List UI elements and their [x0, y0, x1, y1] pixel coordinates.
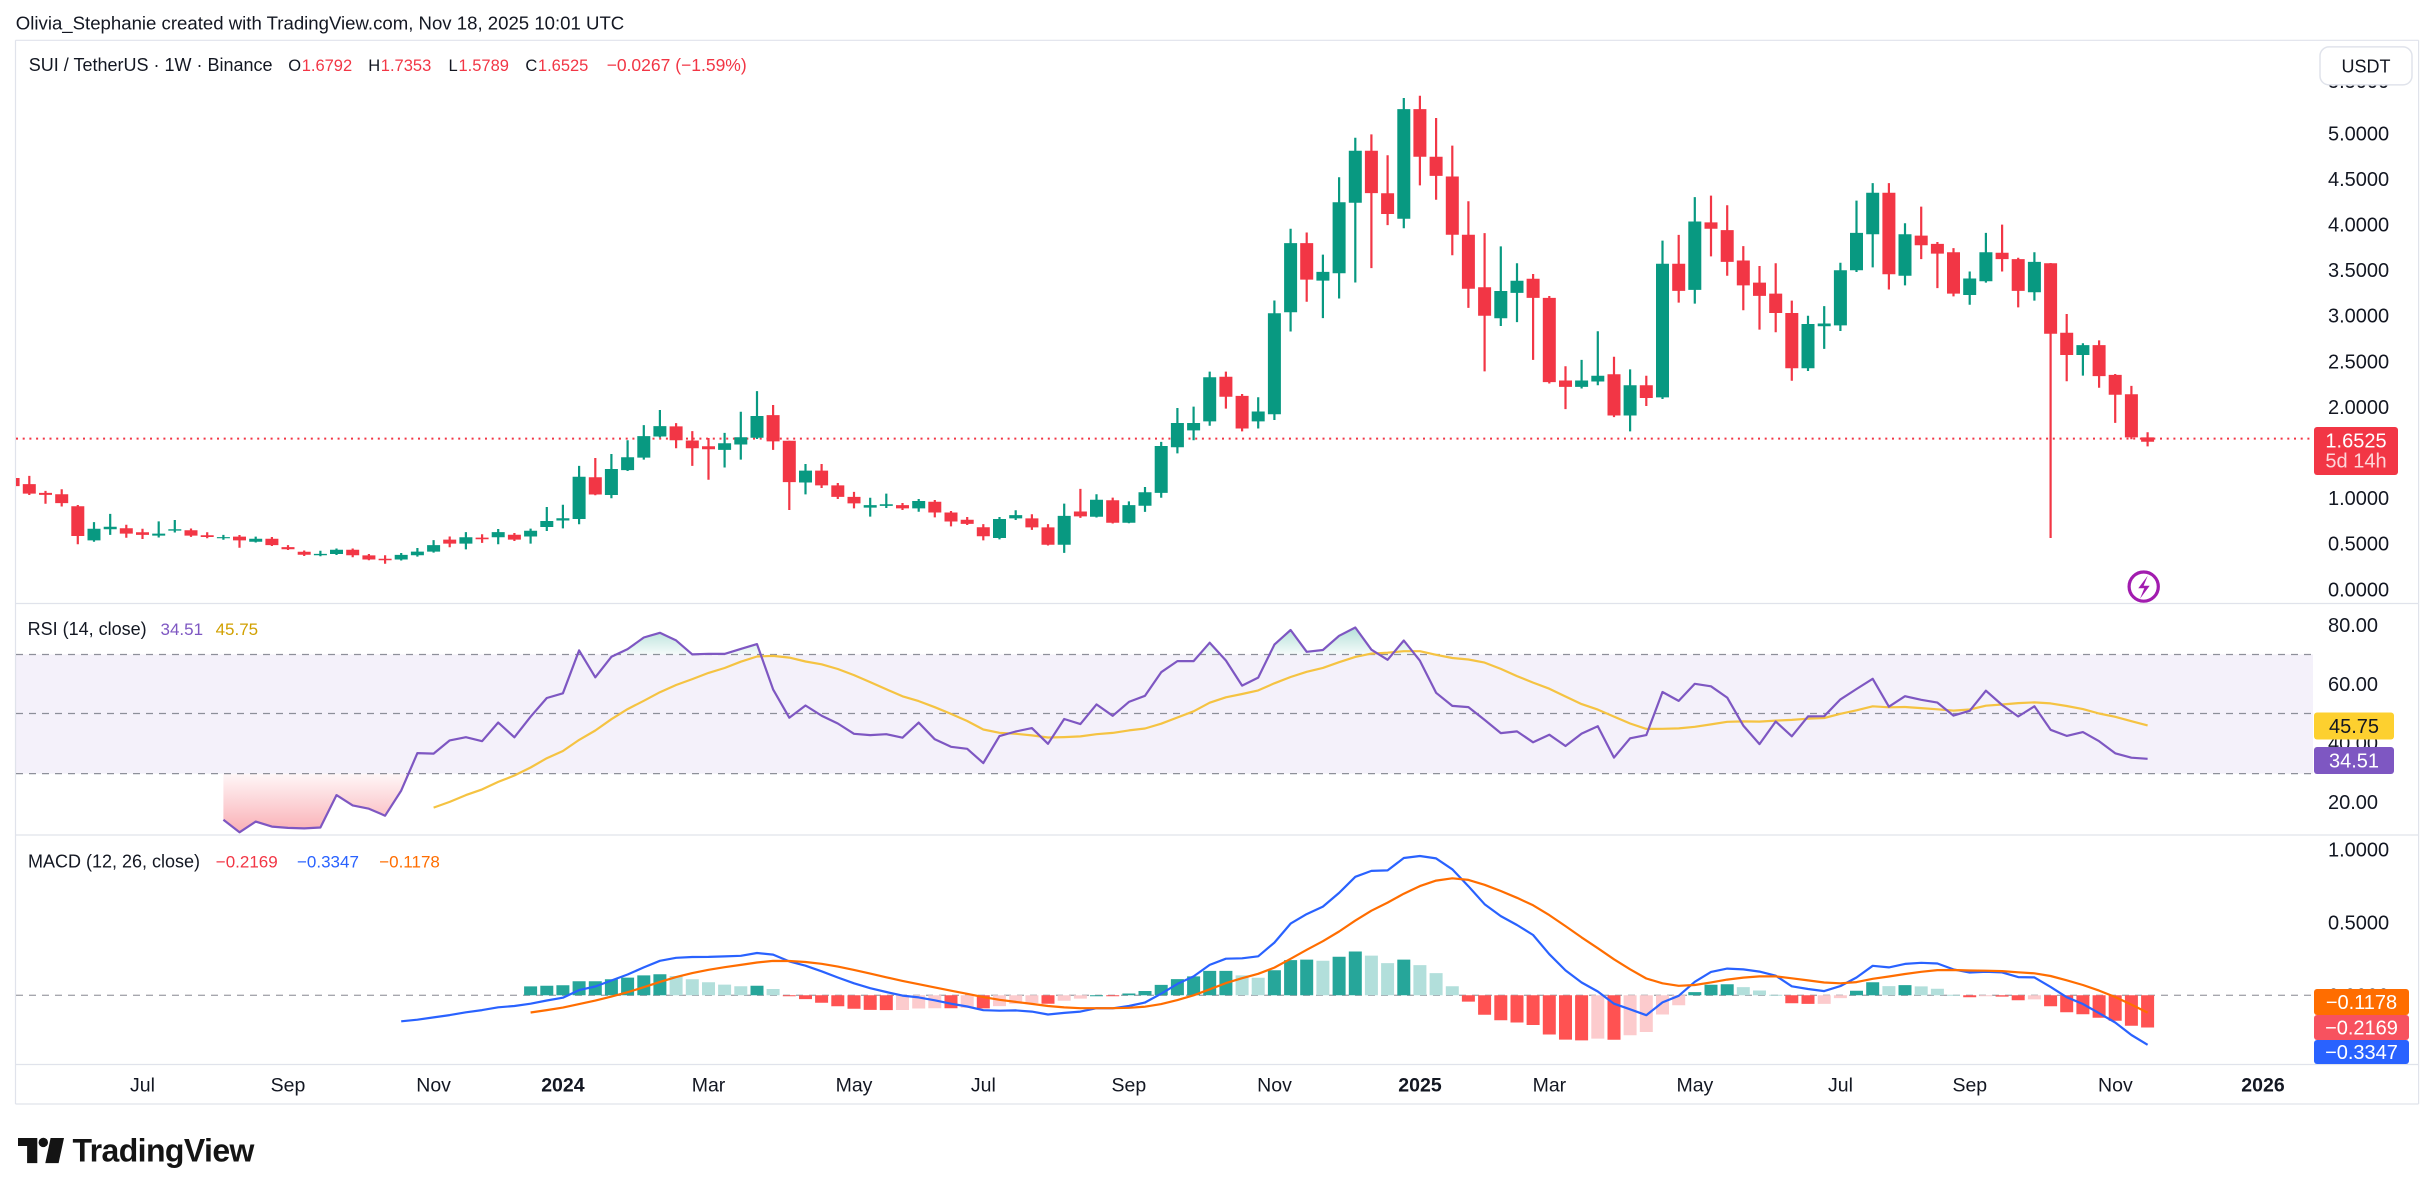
svg-text:3.5000: 3.5000: [2328, 260, 2389, 282]
svg-text:USDT: USDT: [2342, 57, 2391, 77]
svg-text:May: May: [1676, 1074, 1713, 1096]
svg-text:Olivia_Stephanie created with: Olivia_Stephanie created with TradingVie…: [16, 13, 624, 35]
svg-text:C: C: [525, 57, 537, 75]
svg-text:0.5000: 0.5000: [2328, 534, 2389, 556]
svg-text:Nov: Nov: [416, 1074, 451, 1096]
svg-text:80.00: 80.00: [2328, 615, 2378, 637]
svg-text:5d 14h: 5d 14h: [2325, 450, 2386, 472]
svg-text:5.0000: 5.0000: [2328, 123, 2389, 145]
svg-text:1.6525: 1.6525: [2325, 430, 2386, 452]
svg-text:60.00: 60.00: [2328, 674, 2378, 696]
svg-text:34.51: 34.51: [161, 620, 204, 639]
svg-text:0.0000: 0.0000: [2328, 579, 2389, 601]
svg-text:45.75: 45.75: [216, 620, 259, 639]
svg-text:O: O: [288, 57, 301, 75]
svg-text:2024: 2024: [541, 1074, 585, 1096]
svg-text:Mar: Mar: [1533, 1074, 1567, 1096]
svg-text:Sep: Sep: [1952, 1074, 1987, 1096]
svg-text:2.0000: 2.0000: [2328, 397, 2389, 419]
svg-text:L: L: [449, 57, 458, 75]
svg-text:−0.0267 (−1.59%): −0.0267 (−1.59%): [607, 55, 747, 75]
svg-text:1.6792: 1.6792: [302, 57, 352, 75]
svg-text:4.0000: 4.0000: [2328, 215, 2389, 237]
svg-text:−0.1178: −0.1178: [2326, 992, 2397, 1014]
svg-text:−0.2169: −0.2169: [216, 852, 278, 871]
svg-text:−0.1178: −0.1178: [379, 852, 440, 871]
svg-text:TradingView: TradingView: [73, 1133, 255, 1169]
svg-text:MACD (12, 26, close): MACD (12, 26, close): [28, 851, 200, 871]
svg-text:1.0000: 1.0000: [2328, 488, 2389, 510]
svg-text:0.5000: 0.5000: [2328, 913, 2389, 935]
svg-text:Mar: Mar: [692, 1074, 726, 1096]
svg-text:May: May: [836, 1074, 873, 1096]
svg-text:3.0000: 3.0000: [2328, 306, 2389, 328]
svg-text:1.6525: 1.6525: [538, 57, 588, 75]
svg-text:4.5000: 4.5000: [2328, 169, 2389, 191]
svg-text:−0.2169: −0.2169: [2325, 1018, 2398, 1040]
svg-text:1.5789: 1.5789: [459, 57, 509, 75]
svg-text:34.51: 34.51: [2329, 751, 2379, 773]
svg-text:−0.3347: −0.3347: [297, 852, 359, 871]
svg-text:Jul: Jul: [1828, 1074, 1853, 1096]
svg-text:Nov: Nov: [2098, 1074, 2133, 1096]
svg-text:2026: 2026: [2241, 1074, 2285, 1096]
svg-text:SUI / TetherUS · 1W · Binance: SUI / TetherUS · 1W · Binance: [29, 55, 273, 75]
svg-text:2025: 2025: [1398, 1074, 1442, 1096]
svg-text:2.5000: 2.5000: [2328, 351, 2389, 373]
svg-text:Jul: Jul: [130, 1074, 155, 1096]
svg-text:Nov: Nov: [1257, 1074, 1292, 1096]
svg-text:20.00: 20.00: [2328, 792, 2378, 814]
svg-text:45.75: 45.75: [2329, 716, 2379, 738]
svg-text:Jul: Jul: [971, 1074, 996, 1096]
svg-text:Sep: Sep: [271, 1074, 306, 1096]
svg-text:Sep: Sep: [1112, 1074, 1147, 1096]
svg-text:−0.3347: −0.3347: [2325, 1042, 2398, 1064]
svg-text:1.7353: 1.7353: [381, 57, 431, 75]
svg-text:H: H: [368, 57, 380, 75]
svg-text:1.0000: 1.0000: [2328, 840, 2389, 862]
svg-text:RSI (14, close): RSI (14, close): [28, 619, 147, 639]
